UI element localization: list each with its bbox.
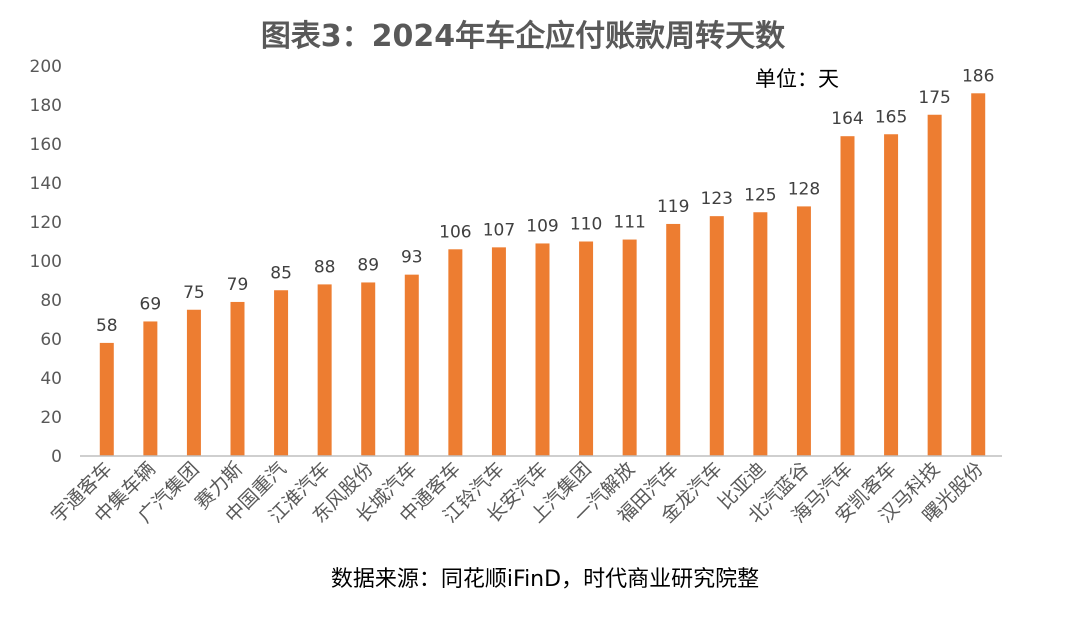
bar <box>666 223 681 456</box>
data-label: 88 <box>314 257 336 277</box>
y-tick-label: 0 <box>51 447 62 467</box>
bar <box>143 321 158 456</box>
bar <box>317 284 332 456</box>
data-label: 125 <box>744 185 776 205</box>
data-label: 75 <box>183 283 205 303</box>
data-label: 165 <box>875 107 907 127</box>
y-tick-label: 140 <box>30 174 62 194</box>
data-label: 69 <box>140 294 162 314</box>
y-tick-label: 20 <box>40 408 62 428</box>
source-note: 数据来源：同花顺iFinD，时代商业研究院整 <box>331 567 759 592</box>
bar <box>840 136 855 456</box>
chart-title: 图表3：2024年车企应付账款周转天数 <box>261 19 786 54</box>
bar <box>404 274 419 456</box>
bar <box>971 93 986 457</box>
y-tick-label: 100 <box>30 252 62 272</box>
y-tick-label: 120 <box>30 213 62 233</box>
bar <box>99 342 114 456</box>
data-label: 123 <box>701 189 733 209</box>
data-label: 107 <box>483 220 515 240</box>
bar <box>230 301 245 456</box>
y-tick-label: 200 <box>30 57 62 77</box>
y-tick-label: 160 <box>30 135 62 155</box>
data-label: 93 <box>401 248 423 268</box>
bar <box>448 249 463 456</box>
data-label: 109 <box>526 216 558 236</box>
data-label: 186 <box>962 66 994 86</box>
data-label: 58 <box>96 316 118 336</box>
unit-note: 单位：天 <box>755 67 839 91</box>
bar <box>274 290 289 456</box>
data-label: 89 <box>357 255 379 275</box>
data-label: 119 <box>657 197 689 217</box>
bar <box>622 239 637 456</box>
bar <box>927 114 942 456</box>
bar <box>186 309 201 456</box>
bar <box>579 241 594 456</box>
data-label: 79 <box>227 275 249 295</box>
bar <box>884 134 899 456</box>
bar <box>753 212 768 456</box>
data-label: 111 <box>613 213 645 233</box>
data-label: 85 <box>270 263 292 283</box>
bar <box>535 243 550 456</box>
y-tick-label: 40 <box>40 369 62 389</box>
bar <box>796 206 811 456</box>
y-tick-label: 180 <box>30 96 62 116</box>
y-tick-label: 80 <box>40 291 62 311</box>
data-label: 128 <box>788 179 820 199</box>
bar <box>491 247 506 456</box>
y-tick-label: 60 <box>40 330 62 350</box>
data-label: 175 <box>918 88 950 108</box>
bar <box>361 282 376 456</box>
data-label: 106 <box>439 222 471 242</box>
bar <box>709 216 724 456</box>
data-label: 110 <box>570 215 602 235</box>
data-label: 164 <box>831 109 863 129</box>
